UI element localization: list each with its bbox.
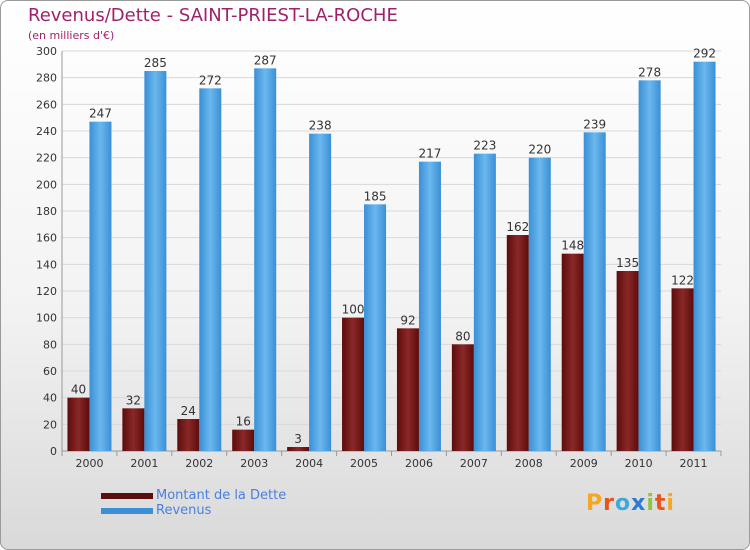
data-label-revenus: 247: [89, 107, 112, 121]
data-label-revenus: 220: [528, 143, 551, 157]
y-tick-label: 240: [36, 125, 57, 138]
data-label-dette: 92: [400, 313, 415, 327]
data-label-dette: 16: [236, 415, 251, 429]
legend-item-revenus: Revenus: [101, 503, 286, 518]
y-tick-label: 40: [43, 392, 57, 405]
data-label-dette: 135: [616, 256, 639, 270]
x-tick-label: 2002: [185, 457, 213, 470]
data-label-revenus: 285: [144, 56, 167, 70]
y-tick-label: 200: [36, 178, 57, 191]
bar-revenus: [144, 71, 167, 451]
bar-dette: [342, 317, 365, 451]
bar-dette: [396, 328, 419, 451]
x-tick-label: 2009: [570, 457, 598, 470]
x-tick-label: 2006: [405, 457, 433, 470]
proxiti-logo: Proxiti: [586, 491, 675, 516]
y-tick-label: 60: [43, 365, 57, 378]
x-tick-label: 2007: [460, 457, 488, 470]
bar-revenus: [199, 88, 222, 451]
logo-letter: i: [666, 491, 675, 516]
legend-label-dette: Montant de la Dette: [156, 488, 287, 503]
data-label-dette: 80: [455, 329, 470, 343]
data-label-dette: 122: [671, 273, 694, 287]
y-tick-label: 280: [36, 72, 57, 85]
logo-letter: i: [646, 491, 655, 516]
bar-revenus: [364, 204, 387, 451]
logo-letter: t: [654, 491, 667, 516]
y-tick-label: 180: [36, 205, 57, 218]
legend-swatch-revenus: [101, 507, 153, 514]
x-tick-label: 2004: [295, 457, 323, 470]
bar-revenus: [89, 121, 112, 452]
y-tick-label: 80: [43, 338, 57, 351]
chart-title: Revenus/Dette - SAINT-PRIEST-LA-ROCHE: [28, 5, 398, 26]
bar-revenus: [309, 133, 332, 451]
y-tick-label: 260: [36, 98, 57, 111]
bar-dette: [287, 447, 310, 451]
data-label-dette: 32: [126, 393, 141, 407]
bar-dette: [232, 429, 255, 451]
logo-letter: P: [586, 491, 604, 516]
y-tick-label: 220: [36, 152, 57, 165]
bar-revenus: [528, 157, 551, 451]
legend-swatch-dette: [101, 492, 153, 499]
data-label-dette: 3: [294, 432, 302, 446]
y-tick-label: 20: [43, 418, 57, 431]
data-label-revenus: 278: [638, 65, 661, 79]
data-label-revenus: 239: [583, 117, 606, 131]
y-tick-label: 140: [36, 258, 57, 271]
y-tick-label: 300: [36, 45, 57, 58]
logo-letter: r: [603, 491, 615, 516]
bar-dette: [67, 397, 90, 451]
legend: Montant de la Dette Revenus: [101, 488, 286, 518]
data-label-revenus: 223: [473, 139, 496, 153]
data-label-revenus: 292: [693, 47, 716, 61]
x-tick-label: 2008: [515, 457, 543, 470]
y-tick-label: 100: [36, 312, 57, 325]
data-label-revenus: 287: [254, 53, 277, 67]
data-label-revenus: 217: [419, 147, 442, 161]
bar-dette: [671, 288, 694, 451]
bar-revenus: [638, 80, 661, 451]
bar-dette: [506, 235, 529, 451]
x-tick-label: 2010: [625, 457, 653, 470]
data-label-revenus: 238: [309, 119, 332, 133]
data-label-dette: 162: [506, 220, 529, 234]
bar-revenus: [254, 68, 277, 451]
data-label-dette: 148: [561, 239, 584, 253]
bar-revenus: [693, 61, 716, 452]
logo-letter: x: [631, 491, 647, 516]
bar-revenus: [418, 161, 441, 451]
bar-revenus: [473, 153, 496, 451]
data-label-dette: 40: [71, 383, 86, 397]
x-tick-label: 2000: [75, 457, 103, 470]
bar-dette: [561, 253, 584, 451]
legend-item-dette: Montant de la Dette: [101, 488, 286, 503]
data-label-revenus: 272: [199, 73, 222, 87]
y-tick-label: 0: [50, 445, 57, 458]
legend-label-revenus: Revenus: [156, 503, 212, 518]
x-tick-label: 2003: [240, 457, 268, 470]
chart-subtitle: (en milliers d'€): [28, 29, 115, 42]
bar-revenus: [583, 132, 606, 452]
y-tick-label: 160: [36, 232, 57, 245]
x-tick-label: 2011: [680, 457, 708, 470]
bar-dette: [451, 344, 474, 451]
bar-dette: [177, 419, 200, 451]
bar-dette: [616, 271, 639, 451]
bar-dette: [122, 408, 145, 451]
x-tick-label: 2005: [350, 457, 378, 470]
data-label-revenus: 185: [364, 189, 387, 203]
logo-letter: o: [614, 491, 632, 516]
x-tick-label: 2001: [130, 457, 158, 470]
y-tick-label: 120: [36, 285, 57, 298]
data-label-dette: 24: [181, 404, 196, 418]
data-label-dette: 100: [342, 303, 365, 317]
